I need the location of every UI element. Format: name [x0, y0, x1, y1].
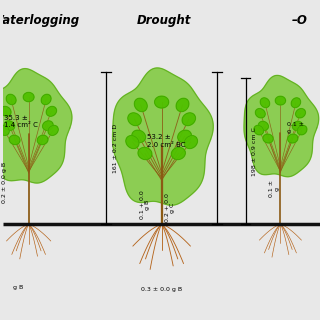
Text: 0.1 ±
g: 0.1 ± g [269, 180, 279, 197]
Text: 0.1 + 0.0
g B: 0.1 + 0.0 g B [140, 190, 150, 219]
Polygon shape [48, 125, 58, 135]
Polygon shape [138, 148, 152, 159]
Polygon shape [1, 107, 11, 116]
Polygon shape [292, 121, 302, 130]
Polygon shape [176, 98, 189, 112]
Polygon shape [113, 68, 213, 205]
Polygon shape [46, 107, 57, 116]
Text: 0.2 ± 0.0 g B: 0.2 ± 0.0 g B [2, 162, 7, 203]
Polygon shape [291, 98, 300, 108]
Text: –O: –O [292, 14, 308, 28]
Polygon shape [260, 98, 269, 108]
Polygon shape [126, 136, 139, 148]
Polygon shape [263, 134, 273, 143]
Text: 198 ± 0.9 cm C: 198 ± 0.9 cm C [252, 127, 257, 176]
Polygon shape [184, 136, 197, 148]
Polygon shape [0, 125, 9, 135]
Text: 53.2 ±
2.0 cm² BC: 53.2 ± 2.0 cm² BC [147, 134, 186, 148]
Text: 0.2 + 0.0
g C: 0.2 + 0.0 g C [165, 194, 175, 222]
Polygon shape [6, 94, 16, 105]
Polygon shape [132, 130, 146, 142]
Polygon shape [254, 125, 264, 135]
Text: 0.3 ± 0.0 g B: 0.3 ± 0.0 g B [141, 287, 182, 292]
Text: g B: g B [9, 285, 23, 291]
Polygon shape [4, 121, 15, 130]
Polygon shape [182, 113, 196, 125]
Polygon shape [288, 134, 298, 143]
Text: 35.3 ±
1.4 cm² C: 35.3 ± 1.4 cm² C [4, 115, 38, 128]
Polygon shape [296, 108, 305, 118]
Polygon shape [178, 130, 191, 142]
Polygon shape [172, 148, 185, 159]
Polygon shape [37, 135, 48, 145]
Polygon shape [41, 94, 51, 105]
Text: Drought: Drought [136, 14, 191, 28]
Text: Waterlogging: Waterlogging [0, 14, 80, 28]
Polygon shape [255, 108, 265, 118]
Polygon shape [155, 96, 169, 108]
Polygon shape [9, 135, 20, 145]
Text: 161 ± 0.2 cm D: 161 ± 0.2 cm D [113, 124, 117, 172]
Polygon shape [0, 68, 72, 183]
Polygon shape [43, 121, 53, 130]
Polygon shape [297, 125, 307, 135]
Polygon shape [259, 121, 268, 130]
Polygon shape [275, 96, 285, 105]
Text: 0.1 ±
g: 0.1 ± g [287, 123, 304, 134]
Polygon shape [244, 76, 319, 177]
Polygon shape [128, 113, 141, 125]
Polygon shape [23, 92, 34, 102]
Polygon shape [134, 98, 147, 112]
